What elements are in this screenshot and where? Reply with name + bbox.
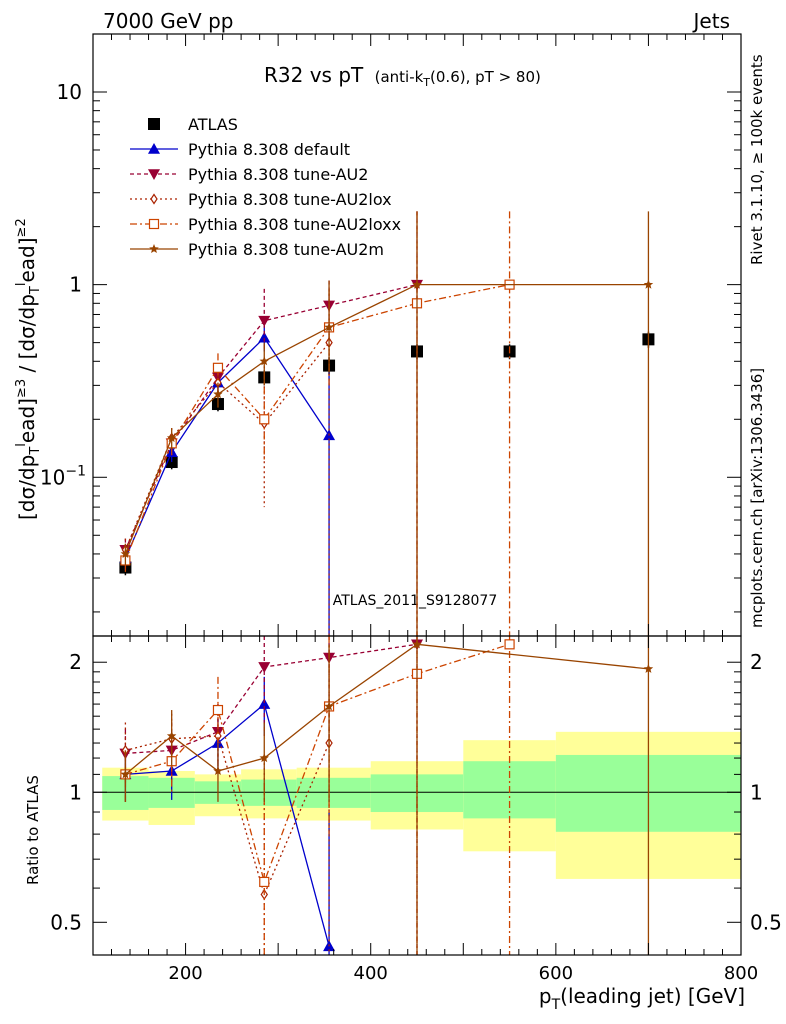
y-axis-label: [dσ/dpTlead]≥3 / [dσ/dpTlead]≥2: [14, 218, 43, 520]
plot-subtitle: (anti-k: [375, 68, 424, 86]
ratio-plot-area: [119, 636, 654, 955]
data-point: [166, 433, 177, 442]
data-point: [412, 279, 422, 289]
ratio-y-tick-label: 0.5: [50, 910, 82, 934]
series-pythia-8-308-tune-au2loxx: [120, 211, 515, 636]
ratio-y-tick-label-right: 1: [750, 780, 763, 804]
data-point: [259, 876, 270, 888]
series-atlas: [119, 331, 655, 576]
data-point: [504, 639, 515, 650]
data-point: [259, 356, 269, 366]
data-point: [412, 639, 422, 649]
data-point: [258, 315, 271, 327]
data-point: [259, 753, 269, 763]
legend-label: Pythia 8.308 default: [188, 140, 350, 159]
legend-marker: [148, 169, 160, 180]
data-point: [643, 663, 654, 673]
legend-label: Pythia 8.308 tune-AU2lox: [188, 190, 392, 209]
series-pythia-8-308-default: [119, 325, 336, 636]
data-point: [213, 389, 223, 399]
data-point: [258, 698, 271, 709]
ratio-frame: [92, 635, 742, 956]
plot-subtitle-rest: (0.6), pT > 80): [430, 68, 541, 86]
data-point: [258, 331, 271, 343]
data-point: [212, 704, 224, 716]
legend-marker: [148, 118, 160, 130]
data-point: [212, 362, 224, 373]
series-line: [124, 283, 510, 561]
energy-label: 7000 GeV pp: [103, 9, 234, 33]
ratio-y-tick-label: 1: [69, 780, 82, 804]
x-tick-label: 600: [539, 963, 573, 984]
x-tick-label: 200: [168, 963, 202, 984]
series-line: [124, 283, 649, 555]
category-label: Jets: [692, 9, 730, 33]
side-label-bottom: mcplots.cern.ch [arXiv:1306.3436]: [748, 368, 766, 628]
analysis-label: ATLAS_2011_S9128077: [333, 593, 498, 609]
data-point: [324, 322, 334, 332]
legend-marker: [148, 143, 160, 154]
x-tick-label: 800: [724, 963, 758, 984]
series-pythia-8-308-tune-au2lox: [121, 293, 333, 636]
side-label-top: Rivet 3.1.10, ≥ 100k events: [748, 54, 766, 265]
legend-marker: [149, 244, 159, 253]
legend-label: Pythia 8.308 tune-AU2: [188, 165, 368, 184]
y-tick-label: 10: [57, 80, 82, 104]
series-line: [125, 735, 330, 897]
legend-label: ATLAS: [188, 115, 238, 134]
series-line: [125, 702, 330, 947]
legend-marker: [148, 218, 160, 230]
ratio-y-tick-label-right: 2: [750, 650, 763, 674]
legend-label: Pythia 8.308 tune-AU2loxx: [188, 215, 401, 234]
series-pythia-8-308-tune-au2m: [120, 636, 654, 955]
series-line: [125, 643, 418, 755]
legend-label: Pythia 8.308 tune-AU2m: [188, 240, 384, 259]
legend: ATLAS Pythia 8.308 default Pythia 8.308 tu…: [130, 115, 401, 259]
series-pythia-8-308-tune-au2m: [120, 211, 654, 636]
y-tick-label: 10−1: [40, 463, 86, 489]
series-line: [124, 283, 418, 551]
panel-frames: 200 400 600 800 10−1 1 10 0.5 0.5 1 1 2 2: [40, 33, 782, 984]
series-line: [124, 336, 330, 559]
ratio-y-tick-label-right: 0.5: [750, 910, 782, 934]
x-tick-label: 400: [354, 963, 388, 984]
data-point: [166, 731, 177, 740]
data-point: [643, 279, 654, 289]
ratio-y-tick-label: 2: [69, 650, 82, 674]
plot-title: R32 vs pT (anti-kT(0.6), pT > 80): [264, 63, 541, 89]
legend-marker: [150, 193, 158, 205]
series-pythia-8-308-tune-au2: [119, 211, 423, 636]
plot-title-main: R32 vs pT: [264, 63, 364, 87]
data-point: [213, 766, 223, 775]
plot-subtitle-sub: T: [422, 76, 430, 89]
data-point: [258, 662, 271, 673]
data-point: [324, 701, 334, 711]
data-point: [259, 414, 270, 425]
data-point: [120, 769, 131, 779]
x-axis-label: pT(leading jet) [GeV]: [539, 984, 745, 1013]
y-tick-label: 1: [69, 273, 82, 297]
main-plot-area: [119, 211, 655, 636]
uncertainty-band-green: [296, 777, 371, 808]
ratio-y-axis-label: Ratio to ATLAS: [24, 775, 42, 885]
data-point: [120, 548, 131, 558]
